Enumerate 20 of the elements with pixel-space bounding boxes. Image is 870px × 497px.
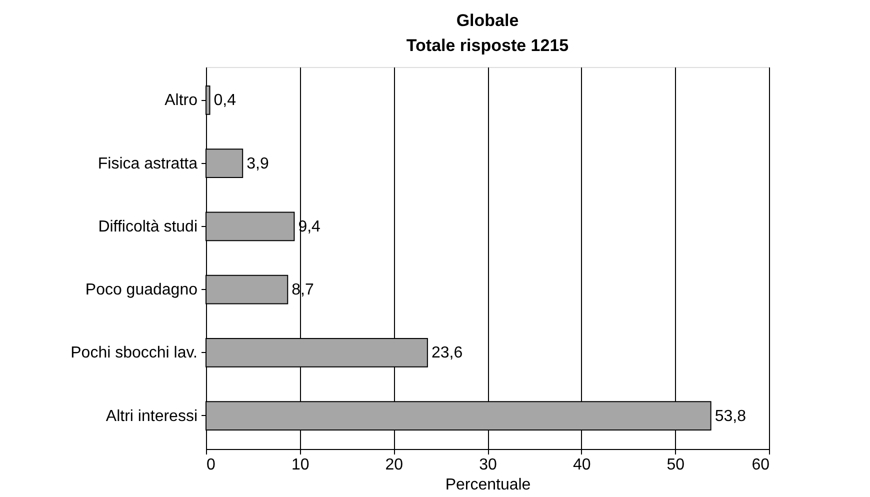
data-label: 3,9 bbox=[246, 155, 269, 172]
x-tick-label: 0 bbox=[206, 456, 216, 474]
y-tick-label: Altro bbox=[164, 92, 198, 110]
x-axis-title: Percentuale bbox=[445, 476, 531, 494]
y-tick-label: Difficoltà studi bbox=[98, 218, 198, 236]
x-tick-label: 20 bbox=[385, 456, 404, 474]
y-tick-label: Altri interessi bbox=[106, 408, 198, 425]
data-label: 53,8 bbox=[714, 408, 746, 425]
x-tick-label: 60 bbox=[752, 456, 770, 474]
y-tick-label: Pochi sbocchi lav. bbox=[70, 344, 198, 362]
chart-title: Globale bbox=[456, 11, 519, 30]
y-tick-label: Poco guadagno bbox=[85, 282, 198, 299]
data-label: 23,6 bbox=[431, 344, 463, 362]
x-tick-label: 10 bbox=[291, 456, 310, 474]
x-tick-label: 50 bbox=[666, 456, 685, 474]
x-tick-label: 30 bbox=[479, 456, 497, 474]
x-tick-label: 40 bbox=[572, 456, 591, 474]
chart-subtitle: Totale risposte 1215 bbox=[406, 36, 569, 55]
data-label: 0,4 bbox=[214, 92, 236, 110]
y-tick-label: Fisica astratta bbox=[98, 155, 198, 172]
